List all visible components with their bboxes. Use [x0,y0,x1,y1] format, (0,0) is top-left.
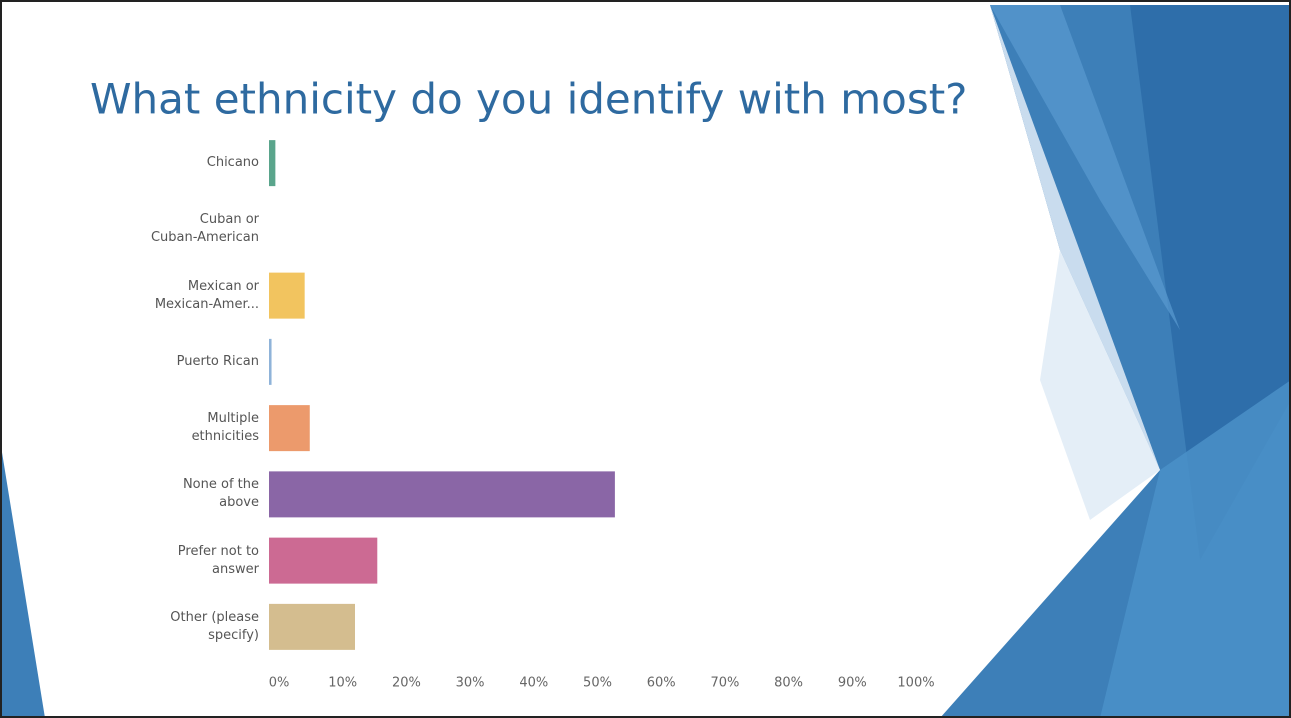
decoration [990,5,1160,470]
y-tick-label: Cuban or Cuban-American [150,212,259,246]
x-tick-label: 80% [774,676,803,691]
y-tick-label: Mexican or Mexican-Amer... [154,278,259,312]
y-tick-label: Prefer not to answer [177,543,259,577]
x-tick-label: 30% [456,676,485,691]
chart-title: What ethnicity do you identify with most… [90,75,967,124]
y-tick-label: None of the above [182,477,259,511]
x-tick-label: 100% [897,676,934,691]
decoration [1040,250,1160,520]
decoration [0,440,45,718]
y-tick-label: Puerto Rican [176,353,259,369]
x-tick-label: 40% [519,676,548,691]
x-tick-label: 90% [838,676,867,691]
bar [269,140,276,187]
x-tick-label: 60% [647,676,676,691]
x-tick-label: 70% [710,676,739,691]
bar [269,272,305,319]
x-tick-label: 50% [583,676,612,691]
y-tick-label: Multiple ethnicities [191,411,259,445]
bar [269,603,355,650]
decoration [1100,380,1291,718]
bar [269,537,378,584]
decoration [990,5,1180,330]
bar [269,471,615,518]
x-tick-label: 0% [269,676,290,691]
x-tick-label: 20% [392,676,421,691]
bar [269,405,310,452]
bar [269,338,272,385]
y-tick-label: Other (please specify) [170,609,259,643]
x-tick-label: 10% [328,676,357,691]
y-tick-label: Chicano [206,155,259,171]
